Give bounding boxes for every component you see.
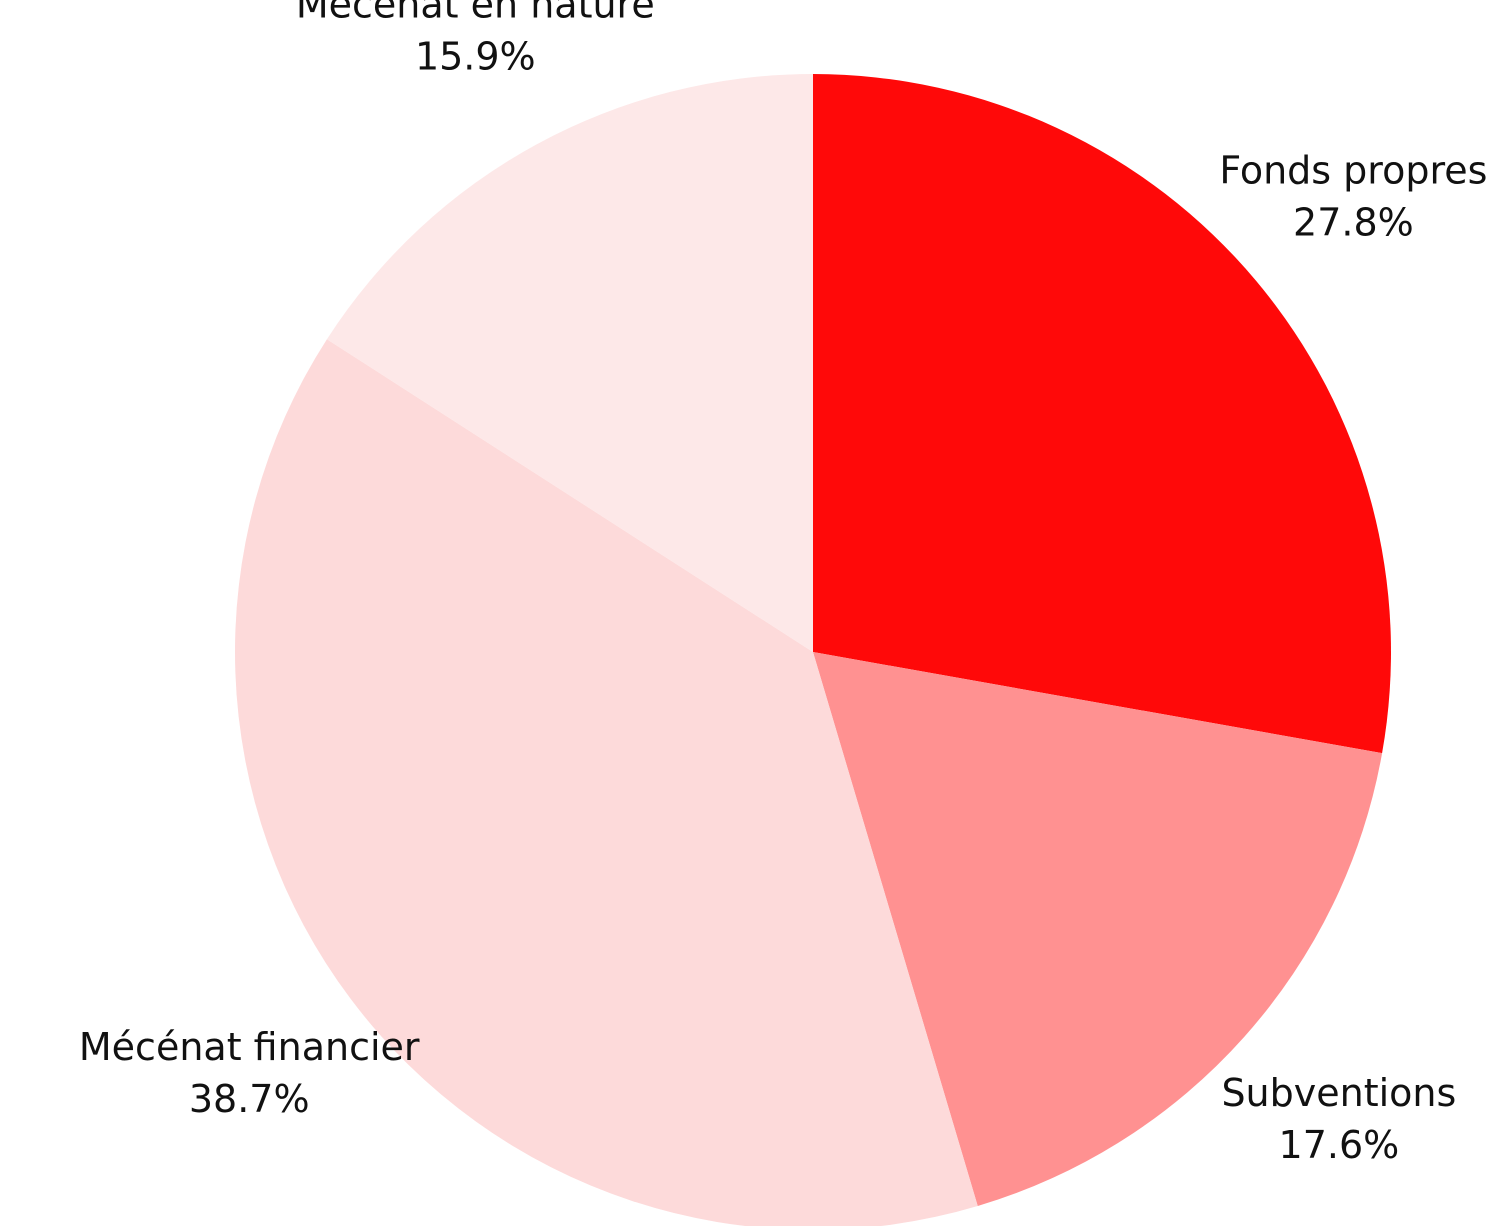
slice-value-label: 17.6% — [1279, 1123, 1400, 1167]
slice-label: Mécénat financier — [79, 1025, 420, 1069]
slice-value-label: 38.7% — [189, 1077, 310, 1121]
pie-slice — [235, 339, 978, 1230]
slice-label: Subventions — [1221, 1071, 1456, 1115]
slice-label: Fonds propres — [1219, 149, 1487, 193]
slice-label: Mécénat en nature — [296, 0, 655, 27]
pie-slice — [813, 74, 1391, 754]
pie-slice — [326, 74, 813, 652]
pie-slice — [813, 652, 1383, 1207]
slice-value-label: 15.9% — [415, 35, 536, 79]
slice-value-label: 27.8% — [1293, 201, 1414, 245]
